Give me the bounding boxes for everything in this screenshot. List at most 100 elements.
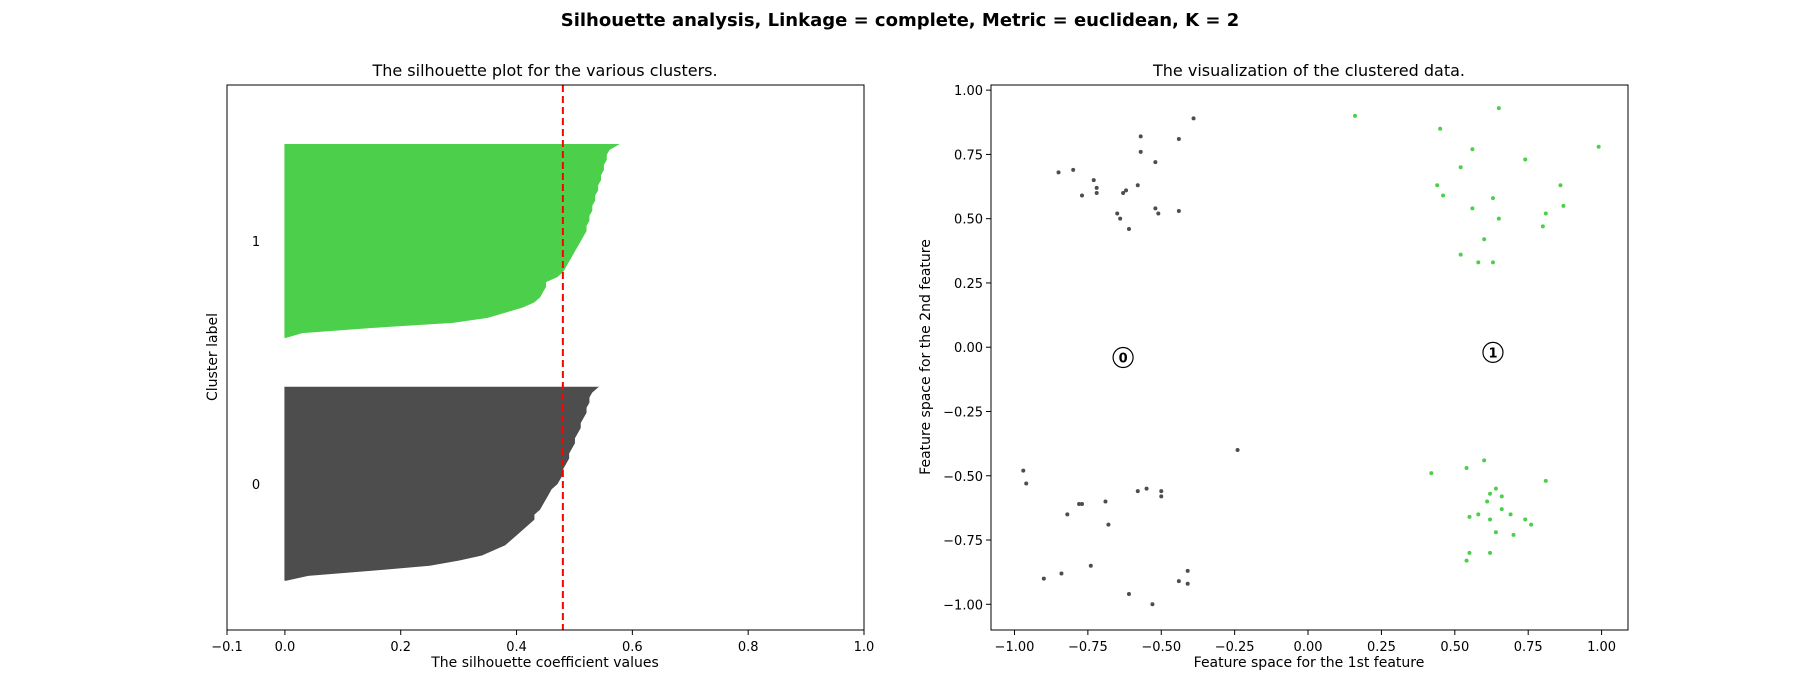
y-tick-label: −1.00	[943, 598, 983, 613]
silhouette-x-ticks: −0.1 0.0 0.2 0.4 0.6 0.8 1.0	[211, 630, 874, 655]
x-tick-label: −0.75	[1068, 640, 1108, 655]
silhouette-cluster-0-area	[284, 386, 599, 581]
scatter-point-cluster-0	[1077, 502, 1082, 507]
scatter-point-cluster-0	[1191, 116, 1196, 121]
x-tick-label: −0.25	[1215, 640, 1255, 655]
y-tick-label: −0.50	[943, 470, 983, 485]
scatter-point-cluster-0	[1121, 190, 1126, 195]
scatter-point-cluster-1	[1543, 478, 1548, 483]
scatter-axes-frame	[990, 84, 1629, 631]
scatter-point-cluster-1	[1470, 206, 1475, 211]
scatter-point-cluster-1	[1438, 126, 1443, 131]
scatter-point-cluster-0	[1124, 188, 1129, 193]
scatter-point-cluster-1	[1508, 512, 1513, 517]
y-tick-label: 1.00	[954, 84, 983, 99]
x-tick-label: 0.0	[275, 640, 296, 655]
scatter-point-cluster-0	[1065, 512, 1070, 517]
silhouette-plot: The silhouette plot for the various clus…	[205, 61, 874, 671]
cluster-center-marker-0	[1112, 346, 1134, 369]
silhouette-x-axis-label: The silhouette coefficient values	[430, 655, 659, 671]
scatter-point-cluster-0	[1185, 581, 1190, 586]
scatter-point-cluster-0	[1176, 136, 1181, 141]
silhouette-plot-title: The silhouette plot for the various clus…	[371, 61, 717, 80]
scatter-point-cluster-0	[1024, 481, 1029, 486]
scatter-point-cluster-0	[1235, 448, 1240, 453]
scatter-point-cluster-1	[1529, 522, 1534, 527]
scatter-point-cluster-1	[1523, 157, 1528, 162]
scatter-point-cluster-0	[1159, 489, 1164, 494]
scatter-point-cluster-1	[1596, 144, 1601, 149]
scatter-point-cluster-1	[1540, 224, 1545, 229]
scatter-point-cluster-0	[1080, 193, 1084, 198]
silhouette-axes-frame	[226, 84, 865, 631]
scatter-point-cluster-1	[1558, 183, 1563, 188]
cluster-center-marker-1	[1482, 341, 1504, 363]
scatter-point-cluster-0	[1185, 568, 1190, 573]
scatter-point-cluster-0	[1080, 502, 1084, 507]
scatter-point-cluster-0	[1059, 571, 1064, 576]
scatter-point-cluster-0	[1150, 602, 1155, 607]
silhouette-y-axis-label: Cluster label	[205, 313, 221, 401]
y-tick-label: −0.25	[943, 405, 983, 420]
cluster-center-label-1: 1	[1488, 346, 1497, 361]
scatter-point-cluster-0	[1115, 211, 1120, 216]
scatter-point-cluster-0	[1088, 563, 1093, 568]
scatter-point-cluster-0	[1138, 134, 1143, 139]
scatter-point-cluster-1	[1482, 237, 1487, 242]
scatter-point-cluster-1	[1464, 466, 1469, 471]
scatter-point-cluster-1	[1493, 530, 1498, 535]
y-tick-label: 0.50	[954, 213, 983, 228]
cluster-label-1: 1	[252, 235, 260, 250]
x-tick-label: 0.25	[1367, 640, 1396, 655]
cluster-center-label-0: 0	[1119, 352, 1128, 367]
x-tick-label: −1.00	[995, 640, 1035, 655]
scatter-point-cluster-1	[1467, 514, 1472, 519]
scatter-point-cluster-0	[1176, 579, 1181, 584]
scatter-point-cluster-1	[1543, 211, 1548, 216]
scatter-point-cluster-1	[1488, 491, 1493, 496]
scatter-point-cluster-1	[1458, 165, 1463, 170]
scatter-x-ticks: −1.00 −0.75 −0.50 −0.25 0.00 0.25 0.50 0.75 1.00	[995, 630, 1616, 655]
cluster-scatter-plot: The visualization of the clustered data.…	[918, 61, 1629, 671]
scatter-point-cluster-1	[1476, 260, 1481, 265]
scatter-point-cluster-1	[1496, 106, 1501, 111]
scatter-point-cluster-1	[1488, 550, 1493, 555]
scatter-point-cluster-0	[1091, 178, 1096, 183]
scatter-point-cluster-1	[1353, 113, 1357, 118]
x-tick-label: 0.50	[1440, 640, 1469, 655]
scatter-point-cluster-0	[1159, 494, 1164, 499]
scatter-plot-title: The visualization of the clustered data.	[1152, 61, 1465, 80]
scatter-point-cluster-1	[1488, 517, 1493, 522]
scatter-point-cluster-0	[1094, 190, 1099, 195]
scatter-point-cluster-0	[1176, 208, 1181, 213]
scatter-point-cluster-1	[1470, 147, 1475, 152]
scatter-point-cluster-0	[1041, 576, 1046, 581]
x-tick-label: 1.00	[1587, 640, 1616, 655]
scatter-point-cluster-0	[1153, 160, 1158, 165]
scatter-y-axis-label: Feature space for the 2nd feature	[918, 239, 934, 475]
figure-title: Silhouette analysis, Linkage = complete,…	[560, 10, 1240, 31]
scatter-point-cluster-1	[1435, 183, 1440, 188]
x-tick-label: 1.0	[854, 640, 875, 655]
scatter-point-cluster-1	[1490, 260, 1495, 265]
scatter-point-cluster-1	[1496, 216, 1501, 221]
scatter-point-cluster-0	[1056, 170, 1061, 175]
scatter-point-cluster-1	[1499, 507, 1504, 512]
scatter-point-cluster-1	[1511, 532, 1516, 537]
scatter-point-cluster-1	[1493, 486, 1498, 491]
x-tick-label: 0.4	[506, 640, 527, 655]
scatter-point-cluster-0	[1094, 185, 1099, 190]
scatter-point-cluster-1	[1467, 550, 1472, 555]
x-tick-label: 0.75	[1514, 640, 1543, 655]
cluster-label-0: 0	[252, 478, 260, 493]
scatter-point-cluster-0	[1106, 522, 1111, 527]
scatter-point-cluster-1	[1429, 471, 1434, 476]
x-tick-label: 0.8	[738, 640, 759, 655]
y-tick-label: 0.25	[954, 277, 983, 292]
scatter-point-cluster-1	[1523, 517, 1528, 522]
scatter-point-cluster-0	[1071, 167, 1076, 172]
y-tick-label: 0.75	[954, 148, 983, 163]
scatter-point-cluster-0	[1118, 216, 1123, 221]
